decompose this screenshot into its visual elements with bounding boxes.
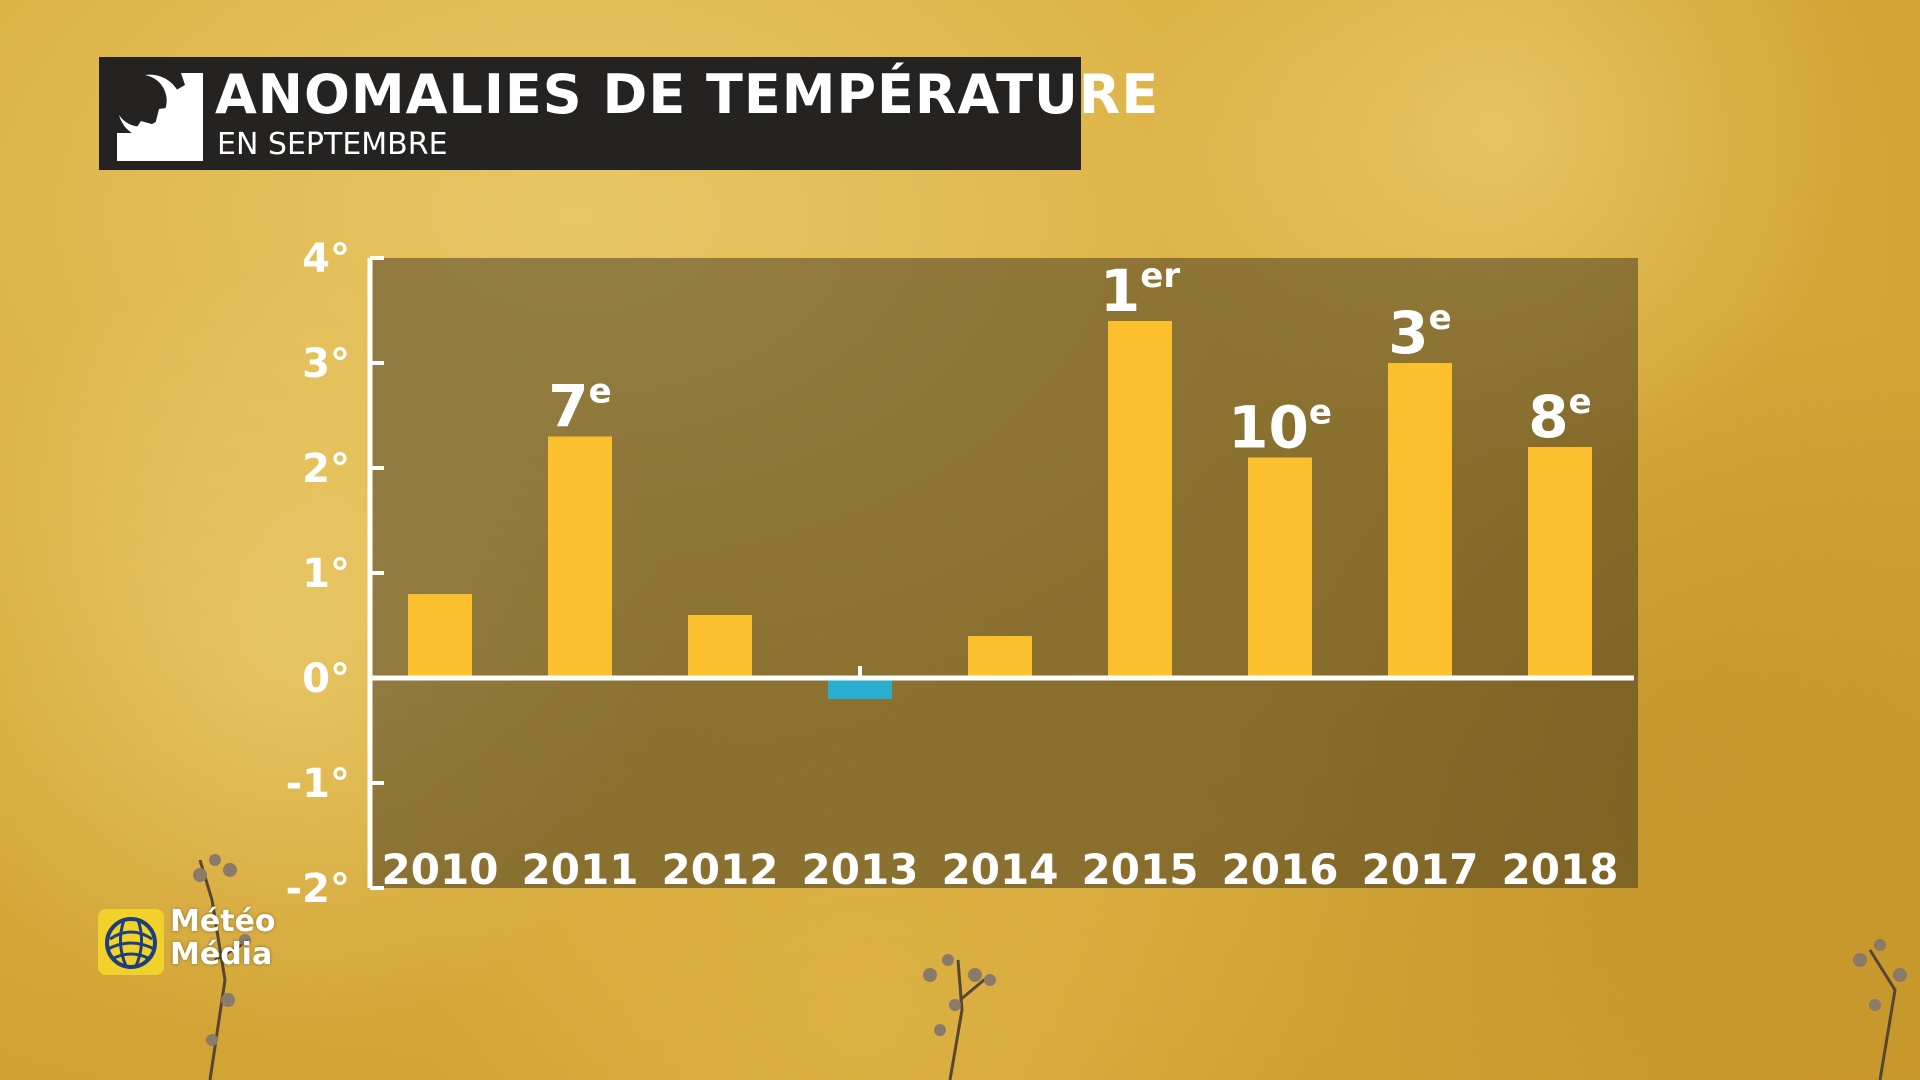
x-tick-label: 2012 [662,845,779,894]
chart-subtitle: EN SEPTEMBRE [217,127,448,162]
x-tick-label: 2011 [522,845,639,894]
y-tick-label: 4° [302,236,350,282]
x-tick-label: 2010 [382,845,499,894]
brand-name-line2: Média [170,937,273,972]
chart-title: ANOMALIES DE TEMPÉRATURE [215,63,1160,126]
y-tick-label: 2° [302,446,350,492]
bar-2010 [408,594,472,678]
bar-2011 [548,436,612,678]
meteomedia-globe-logo-icon [98,909,164,975]
bar-2013 [828,678,892,699]
bar-2014 [968,636,1032,678]
x-tick-labels-group: 2010 2011 2012 2013 2014 2015 2016 2017 2018 [382,845,1619,894]
bar-2017 [1388,363,1452,678]
x-tick-label: 2017 [1362,845,1479,894]
bar-2016 [1248,457,1312,678]
y-tick-label: 0° [302,656,350,702]
y-tick-label: -1° [286,761,350,807]
y-tick-label: 3° [302,341,350,387]
x-tick-label: 2018 [1502,845,1619,894]
x-tick-label: 2013 [802,845,919,894]
bar-2018 [1528,447,1592,678]
bar-2012 [688,615,752,678]
axes-group [367,256,1634,890]
rank-label-2017: 3e [1388,298,1451,367]
bars-group [408,321,1592,699]
y-tick-labels-group: 4° 3° 2° 1° 0° -1° -2° [286,236,350,912]
x-tick-label: 2015 [1082,845,1199,894]
x-tick-label: 2014 [942,845,1059,894]
bar-2015 [1108,321,1172,678]
y-tick-label: -2° [286,866,350,912]
brand-name-line1: Météo [170,904,276,939]
x-tick-label: 2016 [1222,845,1339,894]
title-box: ANOMALIES DE TEMPÉRATURE EN SEPTEMBRE [99,57,1158,170]
weather-sun-moon-logo-icon [111,69,203,161]
y-tick-label: 1° [302,551,350,597]
